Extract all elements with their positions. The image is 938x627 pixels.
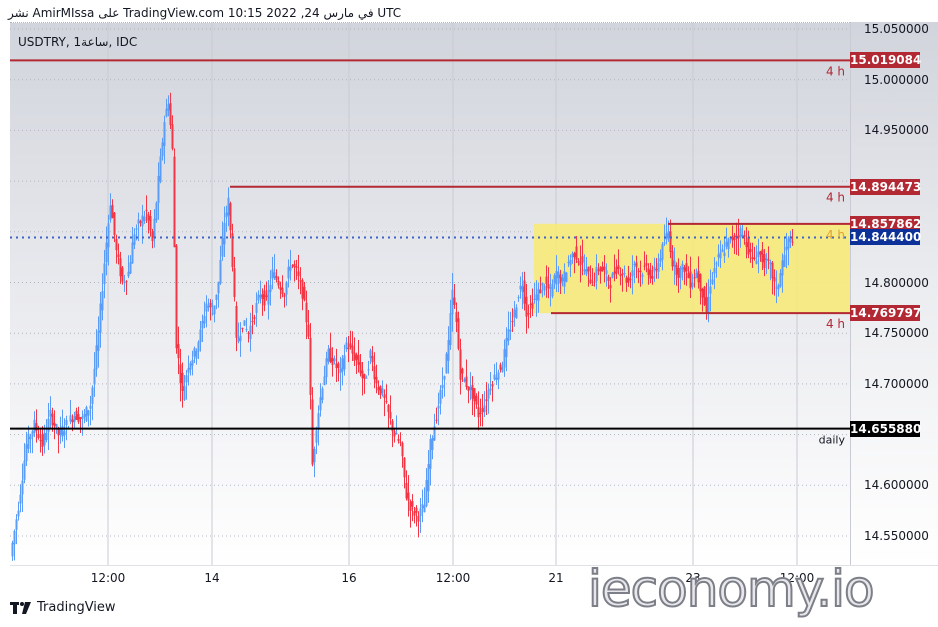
svg-text:4 h: 4 h	[826, 64, 845, 78]
price-tick-label: 15.000000	[864, 72, 929, 87]
tradingview-logo-icon	[10, 601, 31, 614]
symbol-legend: USDTRY, 1ساعة, IDC	[18, 35, 138, 49]
price-level-tag[interactable]: 14.857862	[850, 215, 922, 232]
price-tick-label: 14.750000	[864, 326, 929, 341]
svg-text:4 h: 4 h	[826, 191, 845, 205]
time-tick-label: 12:00	[90, 571, 126, 585]
price-level-tag[interactable]: 15.019084	[850, 52, 922, 69]
price-level-tag[interactable]: 14.894473	[850, 178, 922, 195]
price-tick-label: 14.600000	[864, 478, 929, 493]
price-tick-label: 14.700000	[864, 376, 929, 391]
current-price-tag: 14.844400	[850, 229, 922, 246]
tradingview-brand: TradingView	[37, 600, 116, 615]
price-tick-label: 15.050000	[864, 22, 929, 36]
time-tick-label: 12:00	[435, 571, 471, 585]
price-level-tag[interactable]: 14.655880	[850, 420, 922, 437]
svg-text:4 h: 4 h	[826, 228, 845, 242]
price-tick-label: 14.950000	[864, 123, 929, 138]
time-tick-label: 12:00	[779, 571, 815, 585]
publish-caption: نشر AmirMIssa على TradingView.com 10:15 …	[8, 6, 402, 20]
time-tick-label: 16	[341, 571, 357, 585]
price-tick-label: 14.550000	[864, 529, 929, 543]
time-tick-label: 21	[548, 571, 564, 585]
ieconomy-watermark: ieconomy.io	[587, 559, 876, 619]
svg-text:daily: daily	[819, 434, 846, 447]
price-level-tag[interactable]: 14.769797	[850, 305, 922, 322]
svg-text:4 h: 4 h	[826, 317, 845, 331]
time-tick-label: 23	[685, 571, 701, 585]
price-tick-label: 14.800000	[864, 275, 929, 290]
price-axis[interactable]	[850, 22, 938, 565]
time-tick-label: 14	[204, 571, 220, 585]
time-axis[interactable]	[10, 565, 938, 594]
tradingview-footer[interactable]: TradingView	[10, 600, 116, 615]
